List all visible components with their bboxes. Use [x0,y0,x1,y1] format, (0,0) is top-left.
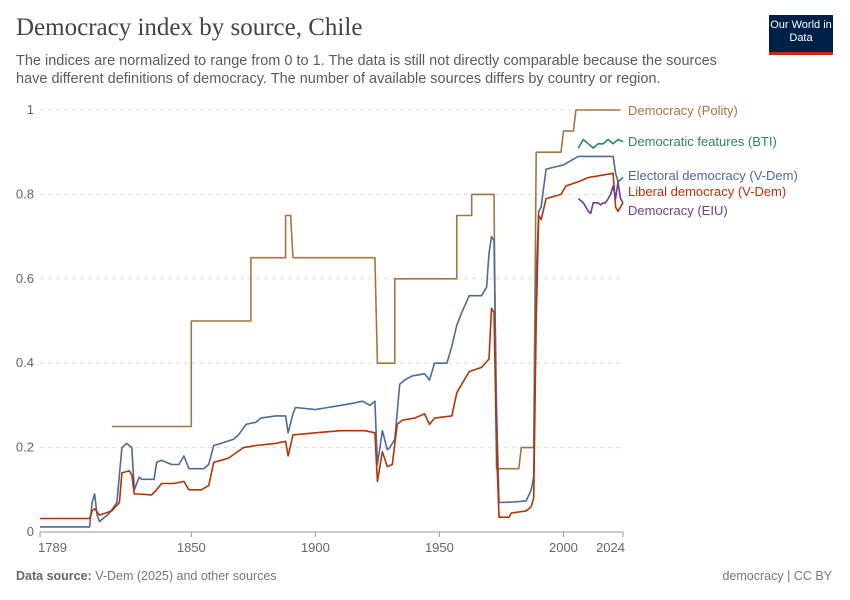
series-line-democratic-features-bti- [577,138,624,149]
owid-logo[interactable]: Our World in Data [769,15,833,55]
x-tick-label: 2024 [596,540,625,555]
series-label: Electoral democracy (V-Dem) [628,168,798,183]
series-label: Democratic features (BTI) [628,134,777,149]
x-tick-label: 1950 [425,540,454,555]
series-label: Liberal democracy (V-Dem) [628,184,786,199]
x-tick-label: 2000 [549,540,578,555]
series-label: Democracy (Polity) [628,103,738,118]
chart-subtitle: The indices are normalized to range from… [16,53,717,87]
series-line-democracy-polity- [111,109,621,470]
x-tick-label: 1789 [38,540,67,555]
series-line-liberal-democracy-v-dem- [40,172,624,520]
y-tick-label: 0 [27,524,34,539]
data-source: Data source: V-Dem (2025) and other sour… [16,569,277,583]
source-link[interactable]: V-Dem (2025) and other sources [95,569,277,583]
y-tick-label: 0.2 [16,440,34,455]
y-tick-label: 0.4 [16,355,34,370]
x-tick-label: 1900 [301,540,330,555]
source-label: Data source: [16,569,92,583]
y-tick-label: 1 [27,102,34,117]
y-tick-label: 0.6 [16,271,34,286]
license[interactable]: democracy | CC BY [722,569,832,583]
series-line-electoral-democracy-v-dem- [40,155,624,528]
series-line-democracy-eiu- [577,180,624,215]
y-tick-label: 0.8 [16,186,34,201]
series-label: Democracy (EIU) [628,203,728,218]
x-tick-label: 1850 [177,540,206,555]
chart-title: Democracy index by source, Chile [16,14,363,41]
